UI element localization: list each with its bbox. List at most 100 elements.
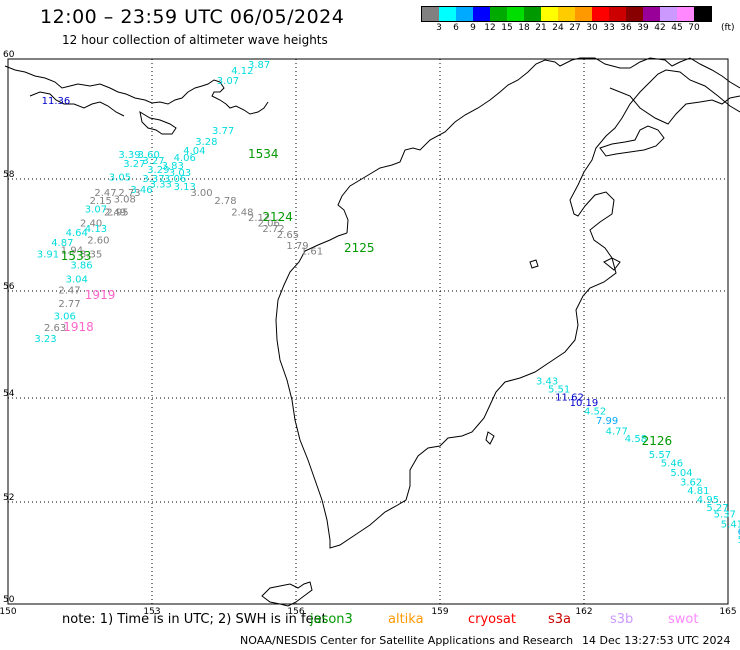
pass-time-labels: 1534 2124 2125 1533 1919 1918 2126 xyxy=(61,147,672,448)
swh-value-label: 3.43 xyxy=(536,377,558,388)
legend-label: 70 xyxy=(688,23,700,33)
legend-labels: 3 6 9 12 15 18 21 24 27 30 33 36 39 42 45 70 (ft) xyxy=(421,22,734,34)
latitude-labels: 60 58 56 54 52 50 xyxy=(3,50,15,605)
swh-value-label: 2.40 xyxy=(80,219,102,230)
lon-tick-label: 165 xyxy=(719,607,736,617)
legend-label: 30 xyxy=(586,23,598,33)
lat-tick-label: 60 xyxy=(3,50,15,60)
swh-value-label: 1.79 xyxy=(286,241,308,252)
swh-value-label: 3.27 xyxy=(123,159,145,170)
swh-value-label: 2.49 xyxy=(104,207,126,218)
island-3 xyxy=(485,431,495,445)
lon-tick-label: 159 xyxy=(431,607,448,617)
swh-value-label: 4.58 xyxy=(625,434,647,445)
longitude-labels: 150 153 156 159 162 165 xyxy=(0,607,737,617)
legend-swatch xyxy=(490,7,507,21)
legend-swatch xyxy=(541,7,558,21)
lat-lon-grid xyxy=(7,58,729,605)
satellite-jason3: jason3 xyxy=(310,612,353,627)
legend-label: 33 xyxy=(603,23,615,33)
swh-value-label: 3.07 xyxy=(217,76,239,87)
legend-unit: (ft) xyxy=(721,23,735,33)
legend-swatch xyxy=(694,7,711,21)
swh-value-label: 2.72 xyxy=(262,224,284,235)
swh-value-label: 3.13 xyxy=(174,182,196,193)
swh-value-label: 3.07 xyxy=(85,205,107,216)
pass-time-label: 2124 xyxy=(262,210,293,224)
swh-value-label: 3.28 xyxy=(195,137,217,148)
swh-value-label: 3.29 xyxy=(147,165,169,176)
swh-point-labels: 3.874.123.0711.363.773.284.044.063.833.3… xyxy=(34,60,740,546)
legend-swatch xyxy=(507,7,524,21)
swh-value-label: 2.06 xyxy=(258,219,280,230)
legend-swatch xyxy=(456,7,473,21)
lat-tick-label: 50 xyxy=(3,595,15,605)
magadan-coastline xyxy=(4,65,269,115)
swh-value-label: 5.57 xyxy=(649,450,671,461)
swh-value-label: 3.60 xyxy=(138,150,160,161)
swh-value-label: 3.23 xyxy=(34,334,56,345)
swh-value-label: 10.19 xyxy=(570,398,599,409)
lon-tick-label: 150 xyxy=(0,607,17,617)
legend-color-bar xyxy=(421,6,712,22)
swh-value-label: 7.99 xyxy=(596,416,618,427)
swh-value-label: 5.37 xyxy=(714,509,736,520)
lon-tick-label: 153 xyxy=(143,607,160,617)
swh-value-label: 2.78 xyxy=(214,196,236,207)
legend-label: 18 xyxy=(518,23,530,33)
swh-value-label: 5.51 xyxy=(548,385,570,396)
kamchatka-east-bay xyxy=(599,125,665,157)
swh-value-label: 4.06 xyxy=(174,153,196,164)
swh-value-label: 5.41 xyxy=(721,520,740,531)
pass-time-label: 1919 xyxy=(85,288,116,302)
swh-value-label: 2.95 xyxy=(106,207,128,218)
swh-value-label: 3.35 xyxy=(80,249,102,260)
kamchatka-coastline xyxy=(275,69,740,549)
swh-value-label: 2.60 xyxy=(87,235,109,246)
legend-label: 3 xyxy=(436,23,442,33)
swh-value-label: 4.13 xyxy=(85,224,107,235)
lat-tick-label: 56 xyxy=(3,282,15,292)
legend-swatch xyxy=(643,7,660,21)
peninsula-east xyxy=(609,87,740,125)
legend-swatch xyxy=(558,7,575,21)
swh-value-label: 3.77 xyxy=(212,126,234,137)
swh-value-label: 4.81 xyxy=(687,486,709,497)
legend-swatch xyxy=(524,7,541,21)
swh-value-label: 3.37 xyxy=(142,174,164,185)
swh-value-label: 4.87 xyxy=(51,238,73,249)
legend-label: 6 xyxy=(453,23,459,33)
koni-peninsula xyxy=(139,110,177,135)
footer-note: note: 1) Time is in UTC; 2) SWH is in fe… xyxy=(62,612,327,627)
coastline xyxy=(4,57,740,607)
legend-label: 21 xyxy=(535,23,547,33)
lon-tick-label: 162 xyxy=(575,607,592,617)
swh-value-label: 3.87 xyxy=(248,60,270,71)
page-title: 12:00 – 23:59 UTC 06/05/2024 xyxy=(40,6,345,28)
legend-label: 39 xyxy=(637,23,649,33)
swh-value-label: 4.95 xyxy=(697,495,719,506)
swh-value-label: 3.04 xyxy=(66,275,88,286)
swh-value-label: 3.05 xyxy=(109,173,131,184)
swh-value-label: 4.04 xyxy=(183,146,205,157)
satellite-cryosat: cryosat xyxy=(468,612,516,627)
legend-label: 15 xyxy=(501,23,513,33)
swh-value-label: 3.91 xyxy=(37,249,59,260)
swh-value-label: 4.77 xyxy=(606,426,628,437)
pass-time-label: 1918 xyxy=(63,320,94,334)
legend-label: 27 xyxy=(569,23,581,33)
legend-swatch xyxy=(439,7,456,21)
swh-value-label: 2.77 xyxy=(58,299,80,310)
legend-swatch xyxy=(660,7,677,21)
legend-swatch xyxy=(575,7,592,21)
pass-time-label: 2125 xyxy=(344,241,375,255)
timestamp-text: 14 Dec 13:27:53 UTC 2024 xyxy=(582,634,731,647)
swh-value-label: 3.39 xyxy=(118,150,140,161)
page-subtitle: 12 hour collection of altimeter wave hei… xyxy=(62,33,328,47)
legend-label: 12 xyxy=(484,23,496,33)
satellite-s3b: s3b xyxy=(610,612,634,627)
lat-tick-label: 58 xyxy=(3,170,15,180)
taui-bay xyxy=(29,91,125,117)
swh-value-label: 5.04 xyxy=(670,468,692,479)
map-frame xyxy=(7,58,729,605)
